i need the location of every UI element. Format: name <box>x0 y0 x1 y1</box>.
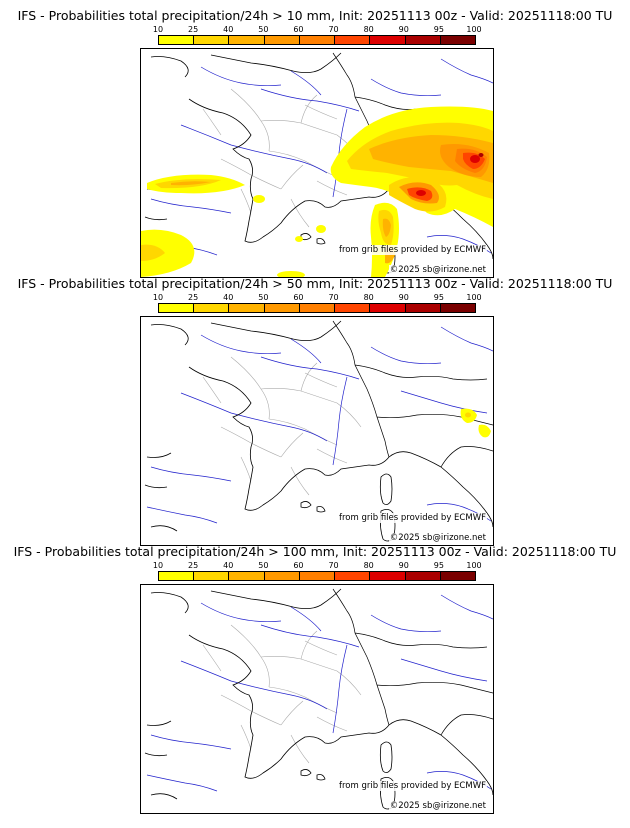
colorbar-segment <box>299 304 336 312</box>
region-boundaries <box>202 624 362 764</box>
colorbar-segment <box>229 36 265 44</box>
colorbar <box>158 571 476 581</box>
colorbar-tick-label: 100 <box>466 293 482 302</box>
panel-100mm: IFS - Probabilities total precipitation/… <box>0 544 630 820</box>
colorbar-tick-label: 25 <box>188 293 199 302</box>
source-credit: from grib files provided by ECMWF <box>338 513 487 523</box>
colorbar-tick-label: 50 <box>258 25 269 34</box>
colorbar-segment <box>440 36 475 44</box>
colorbar-tick-label: 70 <box>328 25 339 34</box>
probability-map: from grib files provided by ECMWF ©2025 … <box>140 316 494 546</box>
colorbar-segment <box>335 304 371 312</box>
colorbar-segment <box>440 572 475 580</box>
colorbar-segment <box>264 572 300 580</box>
panel-title: IFS - Probabilities total precipitation/… <box>17 276 613 291</box>
rivers <box>146 594 493 792</box>
colorbar-tick-label: 40 <box>223 293 234 302</box>
colorbar-segment <box>194 36 230 44</box>
colorbar-segment <box>264 304 300 312</box>
colorbar-tick-label: 50 <box>258 293 269 302</box>
copyright-credit: ©2025 sb@irizone.net <box>388 265 487 275</box>
probability-map: from grib files provided by ECMWF ©2025 … <box>140 48 494 278</box>
panel-title: IFS - Probabilities total precipitation/… <box>13 544 617 559</box>
colorbar-tick-label: 40 <box>223 561 234 570</box>
region-boundaries <box>202 356 362 496</box>
colorbar-segment <box>194 304 230 312</box>
islands <box>300 741 396 810</box>
copyright-credit: ©2025 sb@irizone.net <box>388 801 487 811</box>
colorbar-segment <box>335 36 371 44</box>
colorbar-segment <box>159 572 195 580</box>
country-borders <box>332 588 493 736</box>
colorbar-tick-label: 70 <box>328 561 339 570</box>
colorbar-tick-label: 25 <box>188 561 199 570</box>
colorbar-tick-label: 100 <box>466 561 482 570</box>
colorbar-tick-label: 80 <box>363 25 374 34</box>
colorbar-segment <box>405 572 441 580</box>
source-credit: from grib files provided by ECMWF <box>338 781 487 791</box>
colorbar-tick-label: 10 <box>152 25 164 34</box>
panel-50mm: IFS - Probabilities total precipitation/… <box>0 276 630 552</box>
colorbar-tick-label: 25 <box>188 25 199 34</box>
colorbar-tick-label: 60 <box>293 25 304 34</box>
colorbar-tick-label: 90 <box>398 293 409 302</box>
colorbar-tick-label: 90 <box>398 25 409 34</box>
colorbar-segment <box>370 304 406 312</box>
colorbar-tick-label: 100 <box>466 25 482 34</box>
colorbar-tick-label: 60 <box>293 293 304 302</box>
colorbar-tick-label: 95 <box>433 561 444 570</box>
copyright-credit: ©2025 sb@irizone.net <box>388 533 487 543</box>
colorbar-segment <box>194 572 230 580</box>
colorbar-tick-label: 60 <box>293 561 304 570</box>
panel-title: IFS - Probabilities total precipitation/… <box>17 8 613 23</box>
source-credit: from grib files provided by ECMWF <box>338 245 487 255</box>
colorbar-tick-label: 80 <box>363 561 374 570</box>
colorbar-segment <box>335 572 371 580</box>
colorbar-tick-label: 80 <box>363 293 374 302</box>
colorbar-labels: 10 25 40 50 60 70 80 90 95 100 <box>152 293 482 303</box>
colorbar-labels: 10 25 40 50 60 70 80 90 95 100 <box>152 25 482 35</box>
colorbar <box>158 303 476 313</box>
colorbar-segment <box>229 304 265 312</box>
colorbar-tick-label: 90 <box>398 561 409 570</box>
rivers <box>146 326 493 524</box>
colorbar-tick-label: 40 <box>223 25 234 34</box>
precip-probability-field <box>460 408 491 438</box>
colorbar-segment <box>159 36 195 44</box>
colorbar-labels: 10 25 40 50 60 70 80 90 95 100 <box>152 561 482 571</box>
colorbar <box>158 35 476 45</box>
country-borders <box>332 320 493 468</box>
colorbar-segment <box>440 304 475 312</box>
colorbar-segment <box>405 304 441 312</box>
colorbar-tick-label: 95 <box>433 293 444 302</box>
colorbar-segment <box>299 572 336 580</box>
colorbar-segment <box>370 572 406 580</box>
colorbar-segment <box>159 304 195 312</box>
colorbar-tick-label: 70 <box>328 293 339 302</box>
colorbar-tick-label: 50 <box>258 561 269 570</box>
colorbar-segment <box>229 572 265 580</box>
precip-probability-field <box>141 106 493 277</box>
colorbar-segment <box>370 36 406 44</box>
probability-map: from grib files provided by ECMWF ©2025 … <box>140 584 494 814</box>
map-drawing <box>144 588 493 810</box>
panel-10mm: IFS - Probabilities total precipitation/… <box>0 8 630 284</box>
colorbar-segment <box>405 36 441 44</box>
colorbar-tick-label: 10 <box>152 561 164 570</box>
coastline <box>144 588 493 800</box>
colorbar-segment <box>299 36 336 44</box>
colorbar-segment <box>264 36 300 44</box>
colorbar-tick-label: 95 <box>433 25 444 34</box>
colorbar-tick-label: 10 <box>152 293 164 302</box>
coastline <box>144 320 493 532</box>
